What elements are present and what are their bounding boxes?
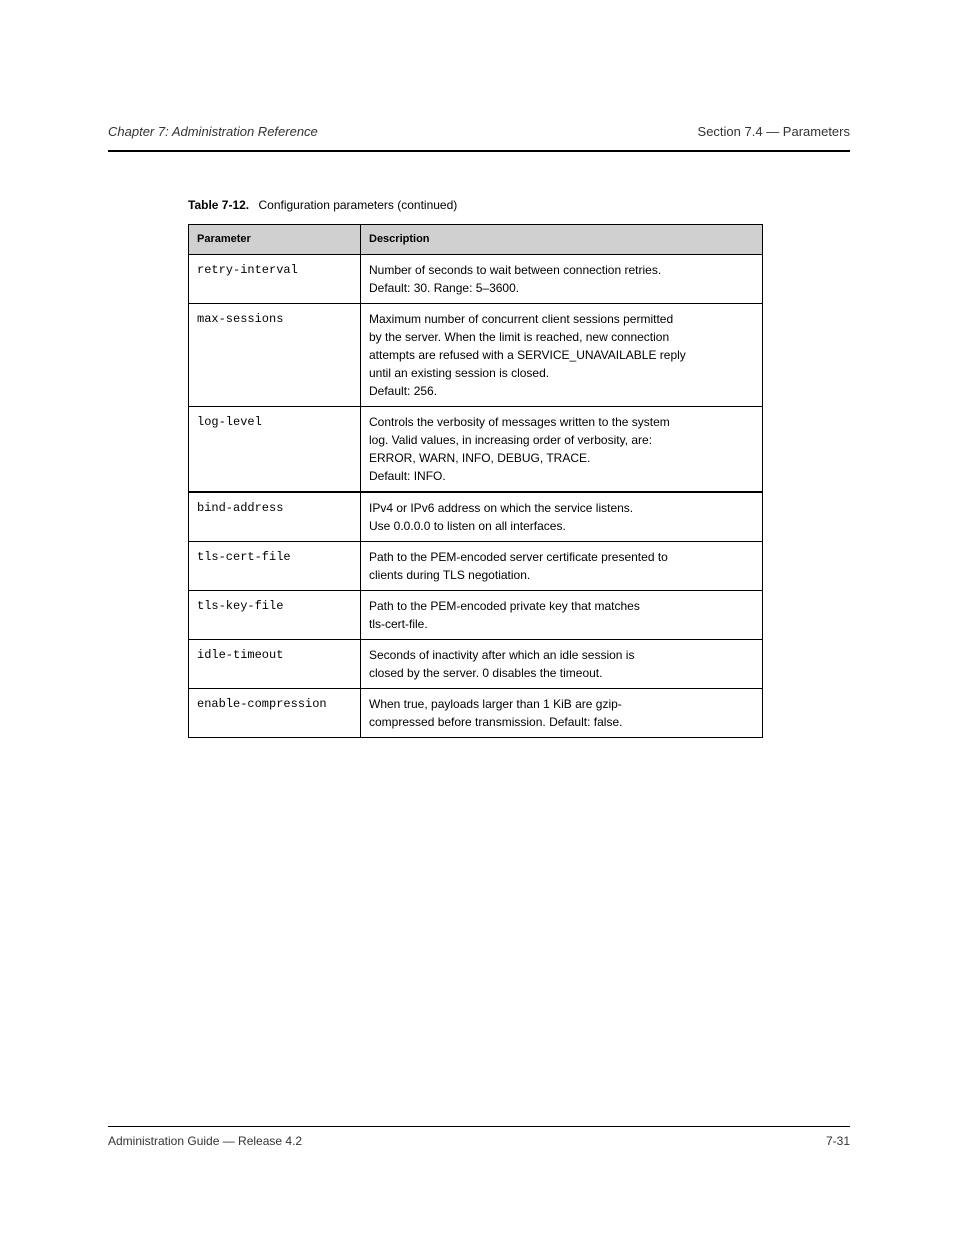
cell-parameter: max-sessions [189, 303, 361, 406]
table-row: tls-cert-filePath to the PEM-encoded ser… [189, 541, 763, 590]
cell-parameter: enable-compression [189, 688, 361, 737]
cell-description: Controls the verbosity of messages writt… [361, 406, 763, 492]
table-row: bind-addressIPv4 or IPv6 address on whic… [189, 492, 763, 542]
table-row: idle-timeoutSeconds of inactivity after … [189, 639, 763, 688]
header-right: Section 7.4 — Parameters [698, 124, 850, 139]
header-left: Chapter 7: Administration Reference [108, 124, 318, 139]
header-rule [108, 150, 850, 152]
caption-text: Configuration parameters (continued) [258, 198, 457, 212]
footer-left: Administration Guide — Release 4.2 [108, 1134, 302, 1148]
cell-description: Path to the PEM-encoded server certifica… [361, 541, 763, 590]
table-row: retry-intervalNumber of seconds to wait … [189, 254, 763, 303]
running-header: Chapter 7: Administration Reference Sect… [108, 124, 850, 139]
table-row: enable-compressionWhen true, payloads la… [189, 688, 763, 737]
running-footer: Administration Guide — Release 4.2 7-31 [108, 1134, 850, 1148]
caption-label: Table 7-12. [188, 198, 249, 212]
cell-parameter: log-level [189, 406, 361, 492]
cell-description: Path to the PEM-encoded private key that… [361, 590, 763, 639]
footer-right: 7-31 [826, 1134, 850, 1148]
col-header-description: Description [361, 225, 763, 255]
table-row: log-levelControls the verbosity of messa… [189, 406, 763, 492]
page: Chapter 7: Administration Reference Sect… [0, 0, 954, 1235]
cell-parameter: retry-interval [189, 254, 361, 303]
cell-description: IPv4 or IPv6 address on which the servic… [361, 492, 763, 542]
cell-parameter: tls-key-file [189, 590, 361, 639]
cell-description: Maximum number of concurrent client sess… [361, 303, 763, 406]
cell-parameter: idle-timeout [189, 639, 361, 688]
table-caption: Table 7-12. Configuration parameters (co… [188, 198, 762, 212]
table-row: max-sessionsMaximum number of concurrent… [189, 303, 763, 406]
parameters-table: Parameter Description retry-intervalNumb… [188, 224, 763, 738]
footer-rule [108, 1126, 850, 1127]
table-body: retry-intervalNumber of seconds to wait … [189, 254, 763, 737]
table-header-row: Parameter Description [189, 225, 763, 255]
col-header-parameter: Parameter [189, 225, 361, 255]
cell-parameter: tls-cert-file [189, 541, 361, 590]
cell-description: When true, payloads larger than 1 KiB ar… [361, 688, 763, 737]
cell-parameter: bind-address [189, 492, 361, 542]
cell-description: Seconds of inactivity after which an idl… [361, 639, 763, 688]
cell-description: Number of seconds to wait between connec… [361, 254, 763, 303]
table-row: tls-key-filePath to the PEM-encoded priv… [189, 590, 763, 639]
